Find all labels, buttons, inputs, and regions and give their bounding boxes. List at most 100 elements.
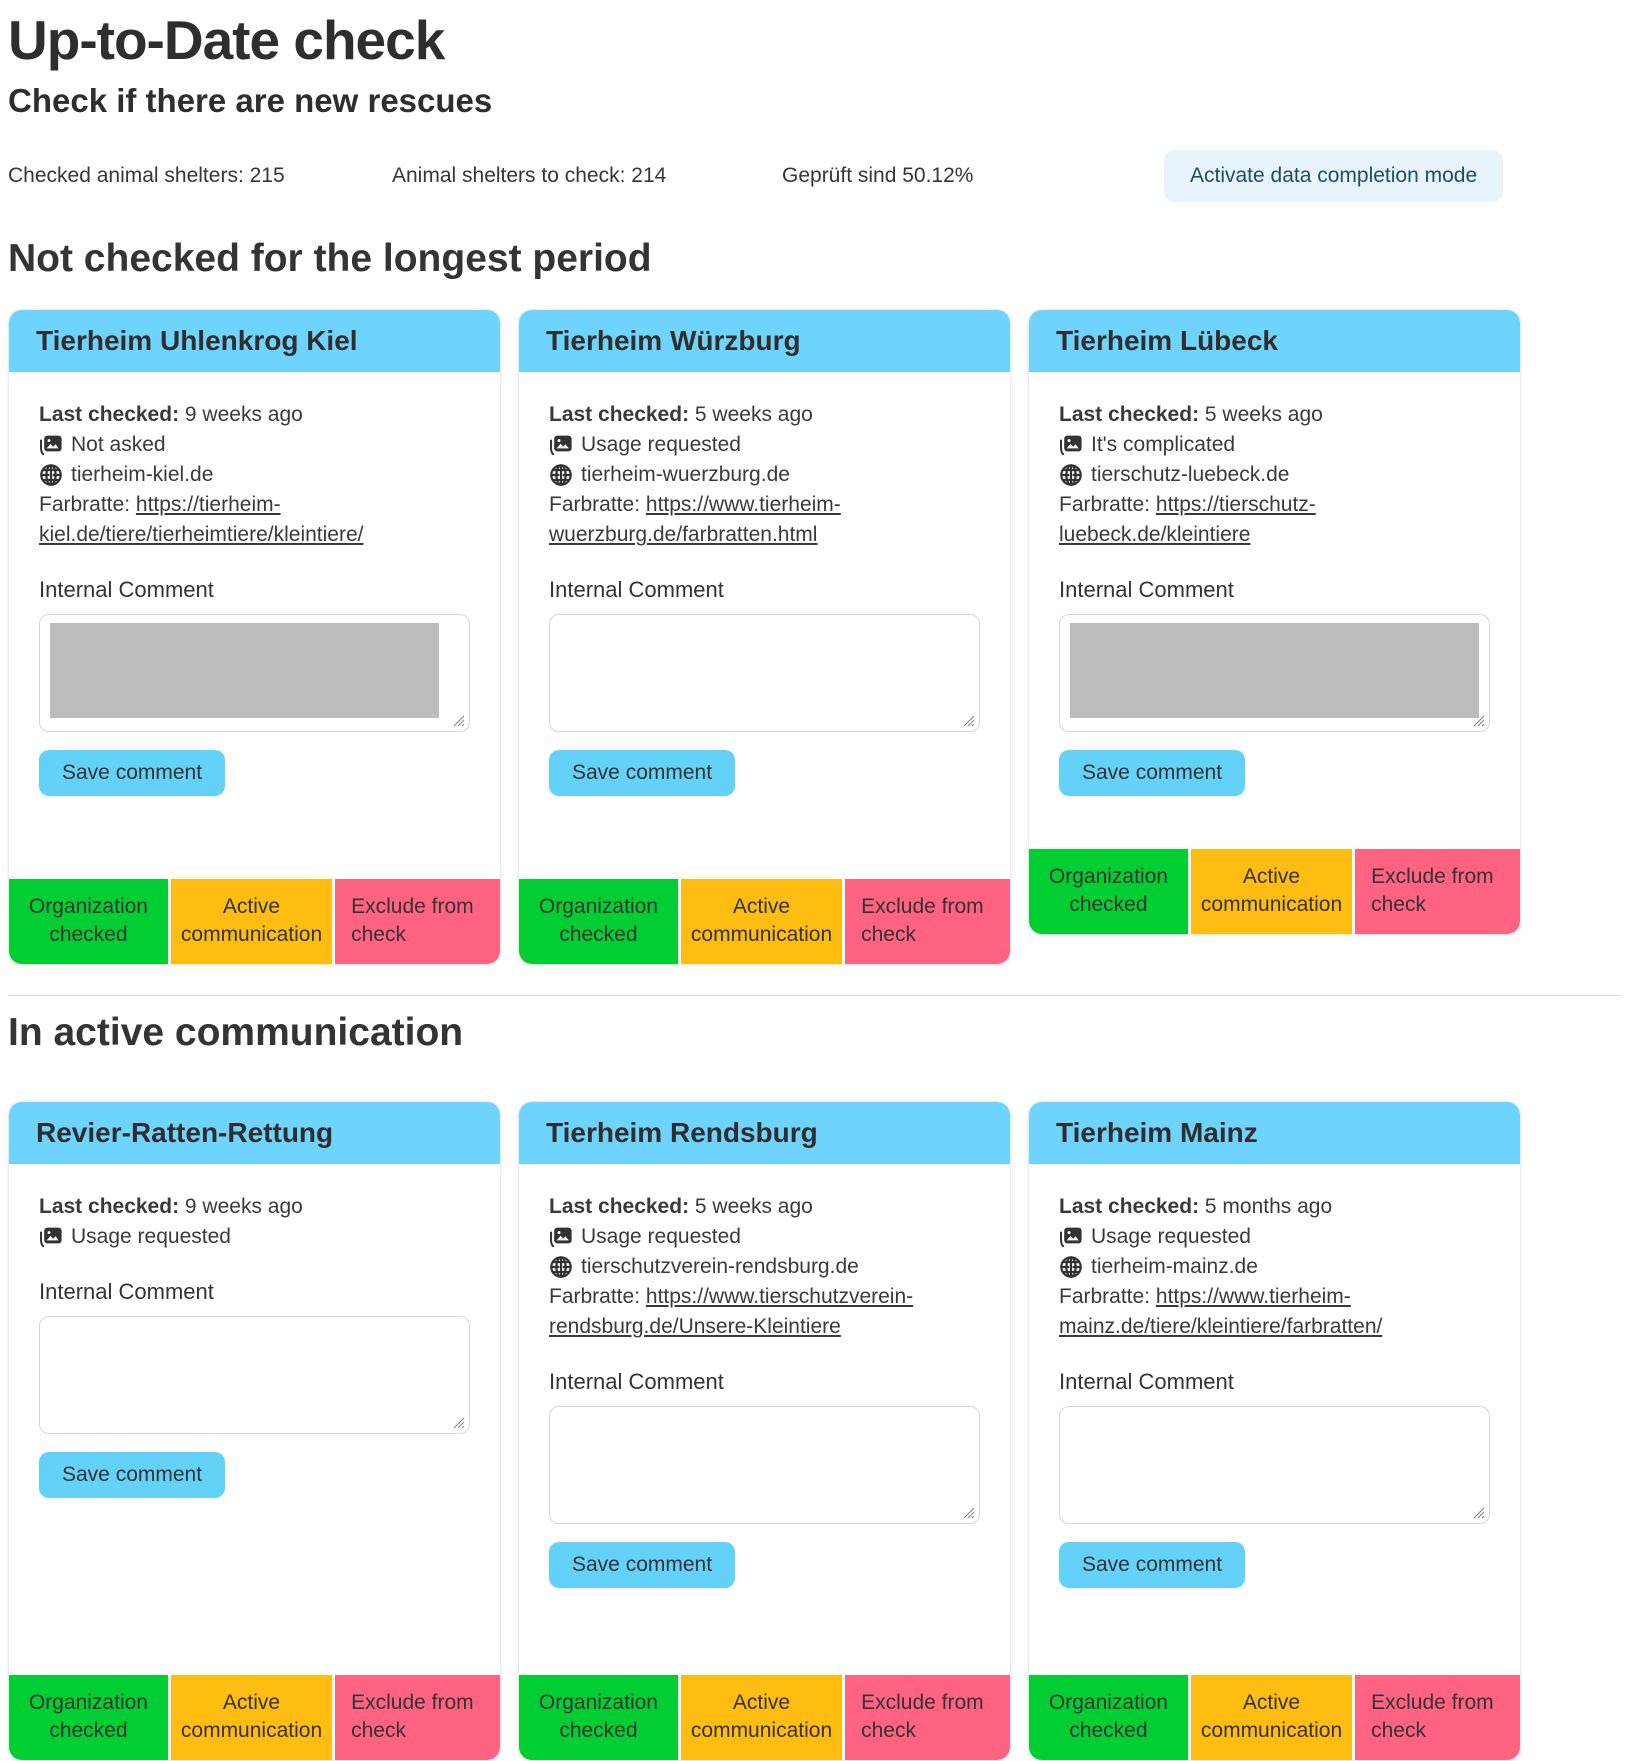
organization-checked-button[interactable]: Organization checked [519, 1674, 678, 1760]
photo-usage-icon [550, 1227, 572, 1247]
shelter-card-kiel: Tierheim Uhlenkrog Kiel Last checked: 9 … [8, 308, 501, 965]
status-text: Usage requested [71, 1224, 231, 1248]
internal-comment-label: Internal Comment [549, 1368, 724, 1394]
farbratte-line: Farbratte: https://tierschutz-luebeck.de… [1059, 492, 1316, 546]
organization-checked-button[interactable]: Organization checked [9, 1674, 168, 1760]
internal-comment-label: Internal Comment [39, 576, 214, 602]
shelter-card-wuerzburg: Tierheim Würzburg Last checked: 5 weeks … [518, 308, 1011, 965]
save-comment-button[interactable]: Save comment [1059, 749, 1246, 796]
photo-usage-icon [1060, 435, 1082, 456]
status-text: Not asked [71, 432, 166, 456]
save-comment-button[interactable]: Save comment [39, 749, 226, 796]
section-heading-active-communication: In active communication [8, 1010, 464, 1054]
shelter-name: Tierheim Würzburg [519, 309, 1010, 372]
section-heading-not-checked: Not checked for the longest period [8, 237, 652, 281]
status-text: It's complicated [1091, 432, 1236, 456]
globe-icon [550, 1255, 572, 1278]
globe-icon [1060, 464, 1082, 486]
card-actions: Organization checked Active communicatio… [9, 1674, 500, 1760]
website-line: tierheim-wuerzburg.de [549, 460, 980, 490]
exclude-from-check-button[interactable]: Exclude from check [335, 1674, 500, 1760]
status-line: It's complicated [1059, 430, 1490, 460]
last-checked-line: Last checked: 9 weeks ago [39, 402, 303, 426]
website-text: tierheim-wuerzburg.de [581, 462, 790, 486]
textarea-resize-handle[interactable] [960, 1504, 976, 1520]
photo-usage-icon [1060, 1227, 1082, 1247]
page-subtitle: Check if there are new rescues [8, 81, 493, 119]
active-communication-button[interactable]: Active communication [680, 1674, 843, 1760]
textarea-resize-handle[interactable] [450, 1414, 466, 1430]
shelter-name: Tierheim Uhlenkrog Kiel [9, 309, 500, 372]
status-text: Usage requested [581, 432, 741, 456]
card-actions: Organization checked Active communicatio… [9, 878, 500, 964]
globe-icon [550, 464, 572, 486]
status-text: Usage requested [1091, 1224, 1251, 1248]
farbratte-line: Farbratte: https://www.tierheim-mainz.de… [1059, 1284, 1383, 1338]
redacted-comment-block [1070, 622, 1479, 718]
stat-checked-shelters: Checked animal shelters: 215 [8, 164, 285, 188]
status-text: Usage requested [581, 1224, 741, 1248]
active-communication-button[interactable]: Active communication [680, 878, 843, 964]
internal-comment-label: Internal Comment [1059, 576, 1234, 602]
shelter-card-revier-ratten-rettung: Revier-Ratten-Rettung Last checked: 9 we… [8, 1100, 501, 1761]
shelter-name: Tierheim Mainz [1029, 1101, 1520, 1164]
active-communication-button[interactable]: Active communication [1190, 848, 1353, 934]
internal-comment-label: Internal Comment [549, 576, 724, 602]
internal-comment-textarea[interactable] [549, 1405, 980, 1524]
exclude-from-check-button[interactable]: Exclude from check [845, 878, 1010, 964]
website-line: tierheim-kiel.de [39, 460, 470, 490]
textarea-resize-handle[interactable] [1470, 712, 1486, 728]
exclude-from-check-button[interactable]: Exclude from check [845, 1674, 1010, 1760]
shelter-name: Tierheim Rendsburg [519, 1101, 1010, 1164]
website-line: tierheim-mainz.de [1059, 1252, 1490, 1282]
shelter-card-rendsburg: Tierheim Rendsburg Last checked: 5 weeks… [518, 1100, 1011, 1761]
globe-icon [40, 464, 62, 486]
textarea-resize-handle[interactable] [960, 712, 976, 728]
internal-comment-textarea[interactable] [39, 1315, 470, 1434]
save-comment-button[interactable]: Save comment [1059, 1541, 1246, 1588]
status-line: Usage requested [1059, 1222, 1490, 1252]
organization-checked-button[interactable]: Organization checked [1029, 848, 1188, 934]
farbratte-link[interactable]: https://tierschutz-luebeck.de/kleintiere [1059, 492, 1316, 546]
shelter-name: Tierheim Lübeck [1029, 309, 1520, 372]
save-comment-button[interactable]: Save comment [39, 1451, 226, 1498]
website-text: tierheim-mainz.de [1091, 1254, 1258, 1278]
exclude-from-check-button[interactable]: Exclude from check [335, 878, 500, 964]
active-communication-button[interactable]: Active communication [170, 878, 333, 964]
last-checked-line: Last checked: 5 weeks ago [549, 1194, 813, 1218]
website-text: tierschutzverein-rendsburg.de [581, 1254, 859, 1278]
exclude-from-check-button[interactable]: Exclude from check [1355, 848, 1520, 934]
last-checked-line: Last checked: 9 weeks ago [39, 1194, 303, 1218]
save-comment-button[interactable]: Save comment [549, 1541, 736, 1588]
textarea-resize-handle[interactable] [1470, 1504, 1486, 1520]
stats-row: Checked animal shelters: 215 Animal shel… [8, 150, 1620, 203]
farbratte-link[interactable]: https://www.tierheim-wuerzburg.de/farbra… [549, 492, 841, 546]
photo-usage-icon [40, 1227, 62, 1247]
exclude-from-check-button[interactable]: Exclude from check [1355, 1674, 1520, 1760]
activate-data-completion-button[interactable]: Activate data completion mode [1164, 150, 1504, 203]
internal-comment-textarea[interactable] [1059, 1405, 1490, 1524]
shelter-card-mainz: Tierheim Mainz Last checked: 5 months ag… [1028, 1100, 1521, 1761]
active-communication-button[interactable]: Active communication [1190, 1674, 1353, 1760]
internal-comment-label: Internal Comment [39, 1278, 214, 1304]
website-text: tierheim-kiel.de [71, 462, 214, 486]
website-line: tierschutz-luebeck.de [1059, 460, 1490, 490]
internal-comment-textarea[interactable] [1059, 613, 1490, 732]
internal-comment-textarea[interactable] [549, 613, 980, 732]
stat-checked-percent: Geprüft sind 50.12% [782, 164, 974, 188]
card-actions: Organization checked Active communicatio… [1029, 848, 1520, 934]
textarea-resize-handle[interactable] [450, 712, 466, 728]
status-line: Usage requested [39, 1222, 470, 1252]
website-text: tierschutz-luebeck.de [1091, 462, 1290, 486]
active-communication-button[interactable]: Active communication [170, 1674, 333, 1760]
internal-comment-textarea[interactable] [39, 613, 470, 732]
farbratte-link[interactable]: https://tierheim-kiel.de/tiere/tierheimt… [39, 492, 364, 546]
status-line: Not asked [39, 430, 470, 460]
organization-checked-button[interactable]: Organization checked [519, 878, 678, 964]
shelter-card-luebeck: Tierheim Lübeck Last checked: 5 weeks ag… [1028, 308, 1521, 935]
organization-checked-button[interactable]: Organization checked [9, 878, 168, 964]
save-comment-button[interactable]: Save comment [549, 749, 736, 796]
status-line: Usage requested [549, 430, 980, 460]
card-actions: Organization checked Active communicatio… [1029, 1674, 1520, 1760]
organization-checked-button[interactable]: Organization checked [1029, 1674, 1188, 1760]
